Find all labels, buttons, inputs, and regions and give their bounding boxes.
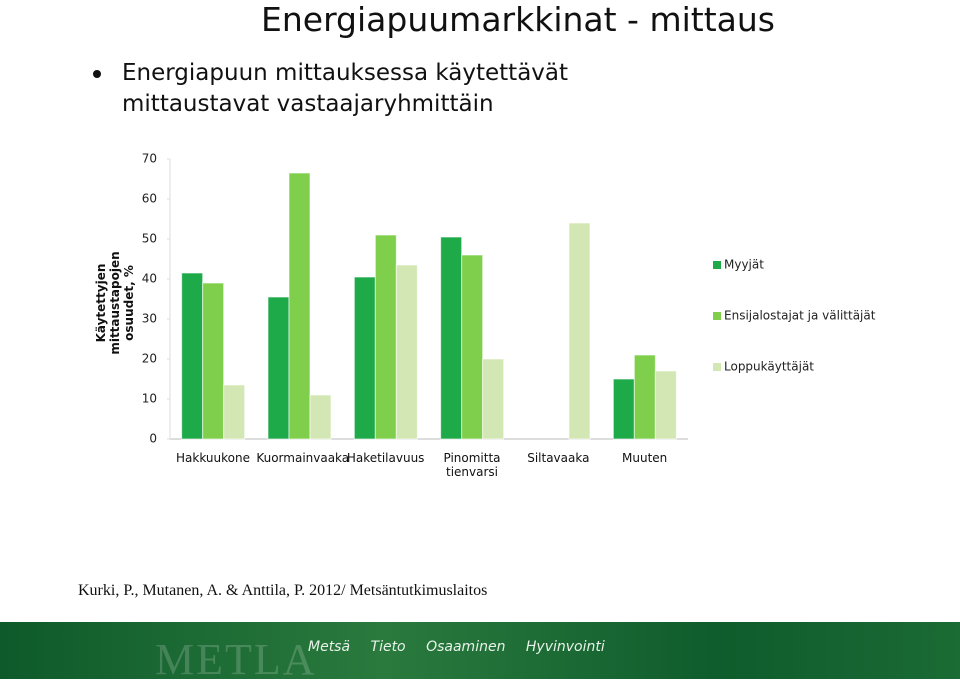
bar [288, 172, 311, 440]
y-tick-label: 0 [149, 432, 157, 446]
x-tick-label: Kuormainvaaka [256, 451, 350, 465]
legend-label: Myyjät [724, 258, 764, 272]
y-tick-label: 70 [142, 152, 157, 166]
y-tick-label: 60 [142, 192, 157, 206]
bar [181, 272, 204, 440]
bar [440, 236, 463, 440]
footer-word: Osaaminen [426, 639, 506, 655]
y-tick-label: 40 [142, 272, 157, 286]
legend-label: Ensijalostajat ja välittäjät [724, 309, 876, 323]
bar [353, 276, 376, 440]
bullet-text: Energiapuun mittauksessa käytettävät mit… [122, 60, 569, 117]
citation: Kurki, P., Mutanen, A. & Anttila, P. 201… [78, 582, 488, 599]
y-tick-label: 20 [142, 352, 157, 366]
footer-word: Tieto [370, 639, 406, 655]
bar [654, 370, 677, 440]
legend-marker [713, 363, 721, 371]
footer-words: Metsä Tieto Osaaminen Hyvinvointi [308, 639, 621, 655]
bar [395, 264, 418, 440]
logo: METLA [155, 635, 317, 684]
y-tick-label: 50 [142, 232, 157, 246]
bar [223, 384, 246, 440]
bar [267, 296, 290, 440]
chart: 0 10 20 30 40 50 60 70 Myyjät Ensijalostajat ja v… [142, 152, 876, 446]
bar [374, 234, 397, 440]
x-tick-label: Hakkuukone [176, 451, 250, 465]
bar [309, 394, 332, 440]
x-tick-label: Muuten [622, 451, 668, 465]
slide-title: Energiapuumarkkinat - mittaus [261, 0, 775, 39]
y-tick-label: 30 [142, 312, 157, 326]
bar [612, 378, 635, 440]
legend-marker [713, 312, 721, 320]
bar [202, 282, 225, 440]
legend-label: Loppukäyttäjät [724, 360, 814, 374]
bar [482, 358, 505, 440]
bar [568, 222, 591, 440]
x-tick-label: Haketilavuus [346, 451, 425, 465]
footer-word: Metsä [308, 639, 351, 655]
x-tick-label: Pinomitta tienvarsi [443, 451, 501, 479]
footer-word: Hyvinvointi [525, 639, 605, 655]
y-tick-label: 10 [142, 392, 157, 406]
footer-bar: METLA Metsä Tieto Osaaminen Hyvinvointi [0, 622, 960, 684]
bullet-dot [93, 70, 101, 78]
bar [461, 254, 484, 440]
bar [633, 354, 656, 440]
x-tick-label: Siltavaaka [527, 451, 590, 465]
legend-marker [713, 261, 721, 269]
